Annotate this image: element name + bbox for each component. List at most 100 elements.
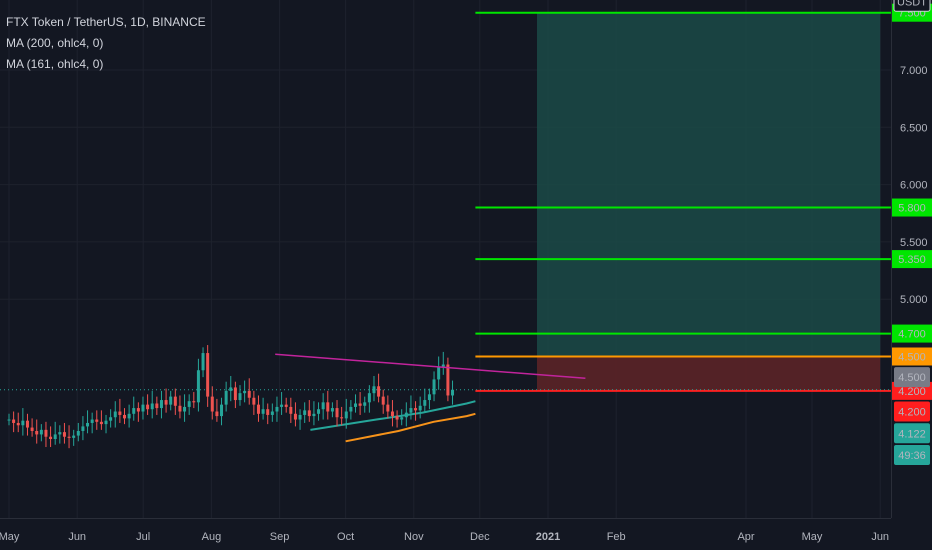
x-tick-label: Jul <box>136 531 150 543</box>
axis-badge <box>894 423 930 444</box>
candle-body <box>183 406 187 412</box>
candle-body <box>53 434 57 440</box>
candle-body <box>164 400 168 405</box>
axis-badge-label: 4.200 <box>898 407 926 419</box>
candle-body <box>441 364 445 367</box>
candle-body <box>317 409 321 414</box>
y-tick-label: 6.500 <box>900 122 928 134</box>
candle-body <box>150 403 154 410</box>
candle-body <box>127 413 131 419</box>
candle-body <box>206 353 210 397</box>
indicator-ma200[interactable]: MA (200, ohlc4, 0) <box>6 36 104 50</box>
indicator-ma161[interactable]: MA (161, ohlc4, 0) <box>6 57 104 71</box>
candle-body <box>414 408 418 411</box>
candle-body <box>354 403 357 407</box>
candle-body <box>72 435 76 438</box>
candle-body <box>21 420 25 426</box>
candle-body <box>367 393 371 403</box>
candle-body <box>432 379 436 395</box>
candle-body <box>247 390 251 398</box>
candle-body <box>229 387 233 391</box>
candle-body <box>109 417 113 421</box>
candle-body <box>39 429 43 435</box>
resistance-trendline <box>275 353 586 380</box>
x-tick-label: May <box>0 531 20 543</box>
axis-badge-label: 49:36 <box>898 450 926 462</box>
candle-body <box>113 411 117 418</box>
candle-body <box>44 429 48 437</box>
candle-body <box>423 400 427 406</box>
candle-body <box>132 408 136 414</box>
x-tick-label: Apr <box>737 531 754 543</box>
candle-body <box>289 406 293 414</box>
x-tick-label: May <box>802 531 823 543</box>
trade-zones <box>537 12 881 391</box>
candle-body <box>293 413 297 420</box>
candle-body <box>451 389 455 396</box>
profit-zone <box>537 12 881 357</box>
candle-body <box>418 405 422 411</box>
symbol-title[interactable]: FTX Token / TetherUS, 1D, BINANCE <box>6 15 206 29</box>
candle-body <box>238 393 242 401</box>
candle-body <box>16 422 20 426</box>
candle-body <box>215 411 219 417</box>
x-tick-label: Sep <box>270 531 290 543</box>
candle-body <box>386 404 390 412</box>
candle-body <box>30 427 34 431</box>
ma-line-1 <box>345 412 476 443</box>
candle-body <box>123 414 126 419</box>
candle-body <box>178 405 182 412</box>
candle-body <box>266 409 270 415</box>
candle-body <box>159 400 163 409</box>
candle-body <box>363 402 367 406</box>
target-price-label: 4.700 <box>898 329 926 341</box>
axis-badge-label: 4.500 <box>898 372 926 384</box>
candle-body <box>303 410 307 415</box>
candle-body <box>321 402 325 410</box>
candle-body <box>169 396 173 405</box>
price-lines <box>0 11 891 392</box>
price-axis-labels: 7.5005.8005.3504.7004.5004.200USDT4.5004… <box>892 0 932 466</box>
candle-body <box>270 411 274 415</box>
candle-body <box>358 403 362 406</box>
candle-body <box>210 396 214 412</box>
candle-body <box>404 412 408 418</box>
candle-body <box>400 417 404 420</box>
y-tick-label: 6.000 <box>900 180 928 192</box>
time-axis[interactable]: May Jun Jul Aug Sep Oct Nov Dec 2021 Feb Apr May Jun <box>0 531 889 543</box>
y-tick-label: 5.500 <box>900 237 928 249</box>
axis-badge <box>894 445 930 466</box>
candle-body <box>7 419 11 421</box>
candle-body <box>344 411 348 419</box>
candle-body <box>173 396 177 406</box>
candle-body <box>136 408 140 412</box>
target-price-tag <box>892 324 932 343</box>
candle-body <box>307 410 311 417</box>
candle-body <box>86 422 90 427</box>
candle-body <box>409 408 413 413</box>
candle-body <box>372 386 376 394</box>
candle-body <box>220 404 224 417</box>
x-tick-label: Dec <box>470 531 490 543</box>
target-price-tag <box>892 198 932 217</box>
candle-body <box>155 403 159 409</box>
candle-body <box>99 421 103 425</box>
candle-body <box>12 419 16 423</box>
candle-body <box>427 394 431 401</box>
y-tick-label: 7.000 <box>900 65 928 77</box>
candle-body <box>275 406 279 412</box>
axis-badge <box>894 367 930 388</box>
candle-body <box>381 396 385 405</box>
target-price-label: 5.350 <box>898 254 926 266</box>
candle-body <box>118 411 122 415</box>
candle-body <box>81 426 85 431</box>
candles <box>7 345 455 449</box>
candle-body <box>35 430 39 435</box>
price-axis[interactable]: 7.000 6.500 6.000 5.500 5.000 <box>900 65 928 306</box>
candle-body <box>390 411 394 417</box>
candle-body <box>196 370 200 403</box>
entry-price-tag <box>892 347 932 366</box>
candle-body <box>395 416 399 420</box>
loss-zone <box>537 356 881 391</box>
